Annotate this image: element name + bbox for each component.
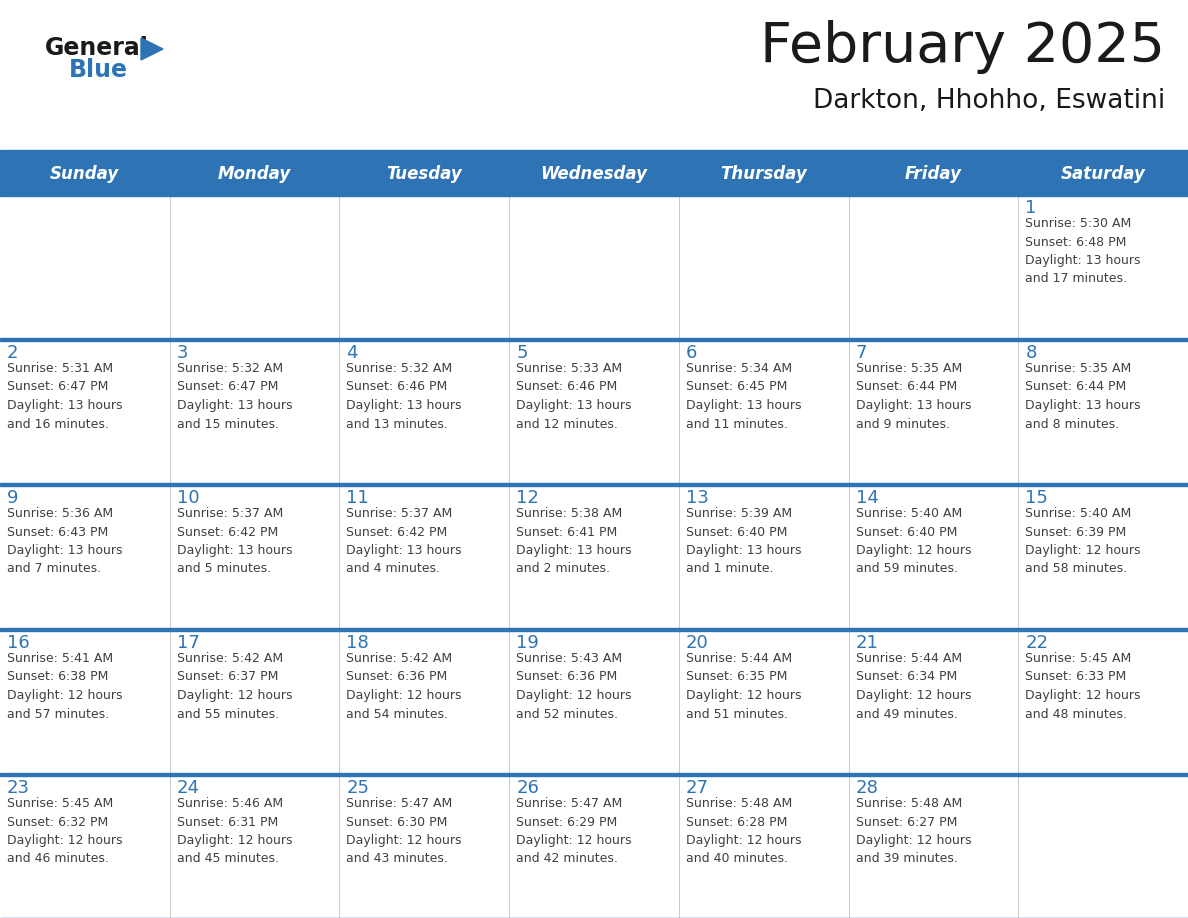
Text: Sunrise: 5:48 AM
Sunset: 6:27 PM
Daylight: 12 hours
and 39 minutes.: Sunrise: 5:48 AM Sunset: 6:27 PM Dayligh… — [855, 797, 971, 866]
Text: Sunrise: 5:37 AM
Sunset: 6:42 PM
Daylight: 13 hours
and 5 minutes.: Sunrise: 5:37 AM Sunset: 6:42 PM Dayligh… — [177, 507, 292, 576]
Text: 19: 19 — [516, 634, 539, 652]
Bar — [0, 483, 1188, 628]
Text: Sunrise: 5:32 AM
Sunset: 6:46 PM
Daylight: 13 hours
and 13 minutes.: Sunrise: 5:32 AM Sunset: 6:46 PM Dayligh… — [347, 362, 462, 431]
Text: 8: 8 — [1025, 344, 1037, 362]
Text: 12: 12 — [516, 489, 539, 507]
Bar — [0, 150, 1188, 155]
Text: Sunrise: 5:47 AM
Sunset: 6:29 PM
Daylight: 12 hours
and 42 minutes.: Sunrise: 5:47 AM Sunset: 6:29 PM Dayligh… — [516, 797, 632, 866]
Text: 7: 7 — [855, 344, 867, 362]
Text: Sunrise: 5:32 AM
Sunset: 6:47 PM
Daylight: 13 hours
and 15 minutes.: Sunrise: 5:32 AM Sunset: 6:47 PM Dayligh… — [177, 362, 292, 431]
Text: 27: 27 — [685, 779, 709, 797]
Bar — [0, 338, 1188, 341]
Text: Sunrise: 5:44 AM
Sunset: 6:34 PM
Daylight: 12 hours
and 49 minutes.: Sunrise: 5:44 AM Sunset: 6:34 PM Dayligh… — [855, 652, 971, 721]
Text: 21: 21 — [855, 634, 878, 652]
Text: 13: 13 — [685, 489, 709, 507]
Text: Sunrise: 5:37 AM
Sunset: 6:42 PM
Daylight: 13 hours
and 4 minutes.: Sunrise: 5:37 AM Sunset: 6:42 PM Dayligh… — [347, 507, 462, 576]
Text: 23: 23 — [7, 779, 30, 797]
Text: Blue: Blue — [69, 58, 128, 82]
Text: 17: 17 — [177, 634, 200, 652]
Bar — [0, 628, 1188, 631]
Text: 4: 4 — [347, 344, 358, 362]
Text: Sunrise: 5:38 AM
Sunset: 6:41 PM
Daylight: 13 hours
and 2 minutes.: Sunrise: 5:38 AM Sunset: 6:41 PM Dayligh… — [516, 507, 632, 576]
Text: Sunrise: 5:39 AM
Sunset: 6:40 PM
Daylight: 13 hours
and 1 minute.: Sunrise: 5:39 AM Sunset: 6:40 PM Dayligh… — [685, 507, 802, 576]
Text: 5: 5 — [516, 344, 527, 362]
Text: February 2025: February 2025 — [760, 20, 1165, 74]
Text: 3: 3 — [177, 344, 188, 362]
Text: Sunrise: 5:35 AM
Sunset: 6:44 PM
Daylight: 13 hours
and 8 minutes.: Sunrise: 5:35 AM Sunset: 6:44 PM Dayligh… — [1025, 362, 1140, 431]
Text: Sunrise: 5:36 AM
Sunset: 6:43 PM
Daylight: 13 hours
and 7 minutes.: Sunrise: 5:36 AM Sunset: 6:43 PM Dayligh… — [7, 507, 122, 576]
Text: Sunrise: 5:41 AM
Sunset: 6:38 PM
Daylight: 12 hours
and 57 minutes.: Sunrise: 5:41 AM Sunset: 6:38 PM Dayligh… — [7, 652, 122, 721]
Bar — [0, 483, 1188, 486]
Text: 15: 15 — [1025, 489, 1048, 507]
Text: Sunrise: 5:42 AM
Sunset: 6:36 PM
Daylight: 12 hours
and 54 minutes.: Sunrise: 5:42 AM Sunset: 6:36 PM Dayligh… — [347, 652, 462, 721]
Text: Sunrise: 5:30 AM
Sunset: 6:48 PM
Daylight: 13 hours
and 17 minutes.: Sunrise: 5:30 AM Sunset: 6:48 PM Dayligh… — [1025, 217, 1140, 285]
Text: 18: 18 — [347, 634, 369, 652]
Text: 14: 14 — [855, 489, 878, 507]
Text: 26: 26 — [516, 779, 539, 797]
Text: Sunrise: 5:40 AM
Sunset: 6:39 PM
Daylight: 12 hours
and 58 minutes.: Sunrise: 5:40 AM Sunset: 6:39 PM Dayligh… — [1025, 507, 1140, 576]
Text: Sunrise: 5:47 AM
Sunset: 6:30 PM
Daylight: 12 hours
and 43 minutes.: Sunrise: 5:47 AM Sunset: 6:30 PM Dayligh… — [347, 797, 462, 866]
Text: Sunrise: 5:42 AM
Sunset: 6:37 PM
Daylight: 12 hours
and 55 minutes.: Sunrise: 5:42 AM Sunset: 6:37 PM Dayligh… — [177, 652, 292, 721]
Text: Sunrise: 5:31 AM
Sunset: 6:47 PM
Daylight: 13 hours
and 16 minutes.: Sunrise: 5:31 AM Sunset: 6:47 PM Dayligh… — [7, 362, 122, 431]
Text: Sunrise: 5:45 AM
Sunset: 6:33 PM
Daylight: 12 hours
and 48 minutes.: Sunrise: 5:45 AM Sunset: 6:33 PM Dayligh… — [1025, 652, 1140, 721]
Text: Sunday: Sunday — [50, 165, 120, 183]
Text: Sunrise: 5:34 AM
Sunset: 6:45 PM
Daylight: 13 hours
and 11 minutes.: Sunrise: 5:34 AM Sunset: 6:45 PM Dayligh… — [685, 362, 802, 431]
Text: Sunrise: 5:35 AM
Sunset: 6:44 PM
Daylight: 13 hours
and 9 minutes.: Sunrise: 5:35 AM Sunset: 6:44 PM Dayligh… — [855, 362, 971, 431]
Text: 6: 6 — [685, 344, 697, 362]
Text: Sunrise: 5:45 AM
Sunset: 6:32 PM
Daylight: 12 hours
and 46 minutes.: Sunrise: 5:45 AM Sunset: 6:32 PM Dayligh… — [7, 797, 122, 866]
Text: General: General — [45, 36, 148, 60]
Text: 11: 11 — [347, 489, 369, 507]
Text: Tuesday: Tuesday — [386, 165, 462, 183]
Text: 22: 22 — [1025, 634, 1048, 652]
Text: Monday: Monday — [217, 165, 291, 183]
Text: 2: 2 — [7, 344, 19, 362]
Text: 20: 20 — [685, 634, 708, 652]
Text: 24: 24 — [177, 779, 200, 797]
Text: 9: 9 — [7, 489, 19, 507]
Text: Thursday: Thursday — [720, 165, 807, 183]
Text: Sunrise: 5:33 AM
Sunset: 6:46 PM
Daylight: 13 hours
and 12 minutes.: Sunrise: 5:33 AM Sunset: 6:46 PM Dayligh… — [516, 362, 632, 431]
Bar — [0, 338, 1188, 483]
Text: Sunrise: 5:44 AM
Sunset: 6:35 PM
Daylight: 12 hours
and 51 minutes.: Sunrise: 5:44 AM Sunset: 6:35 PM Dayligh… — [685, 652, 802, 721]
Text: 25: 25 — [347, 779, 369, 797]
Bar — [0, 773, 1188, 776]
Text: 1: 1 — [1025, 199, 1037, 217]
Text: Darkton, Hhohho, Eswatini: Darkton, Hhohho, Eswatini — [813, 88, 1165, 114]
Text: Sunrise: 5:46 AM
Sunset: 6:31 PM
Daylight: 12 hours
and 45 minutes.: Sunrise: 5:46 AM Sunset: 6:31 PM Dayligh… — [177, 797, 292, 866]
Text: Sunrise: 5:48 AM
Sunset: 6:28 PM
Daylight: 12 hours
and 40 minutes.: Sunrise: 5:48 AM Sunset: 6:28 PM Dayligh… — [685, 797, 802, 866]
Bar — [0, 193, 1188, 196]
Text: Friday: Friday — [905, 165, 962, 183]
Polygon shape — [141, 38, 163, 60]
Text: Sunrise: 5:43 AM
Sunset: 6:36 PM
Daylight: 12 hours
and 52 minutes.: Sunrise: 5:43 AM Sunset: 6:36 PM Dayligh… — [516, 652, 632, 721]
Bar — [0, 155, 1188, 193]
Text: 10: 10 — [177, 489, 200, 507]
Text: 28: 28 — [855, 779, 878, 797]
Bar — [0, 193, 1188, 338]
Text: Saturday: Saturday — [1061, 165, 1145, 183]
Text: Wednesday: Wednesday — [541, 165, 647, 183]
Bar — [0, 773, 1188, 918]
Bar — [0, 628, 1188, 773]
Text: Sunrise: 5:40 AM
Sunset: 6:40 PM
Daylight: 12 hours
and 59 minutes.: Sunrise: 5:40 AM Sunset: 6:40 PM Dayligh… — [855, 507, 971, 576]
Text: 16: 16 — [7, 634, 30, 652]
